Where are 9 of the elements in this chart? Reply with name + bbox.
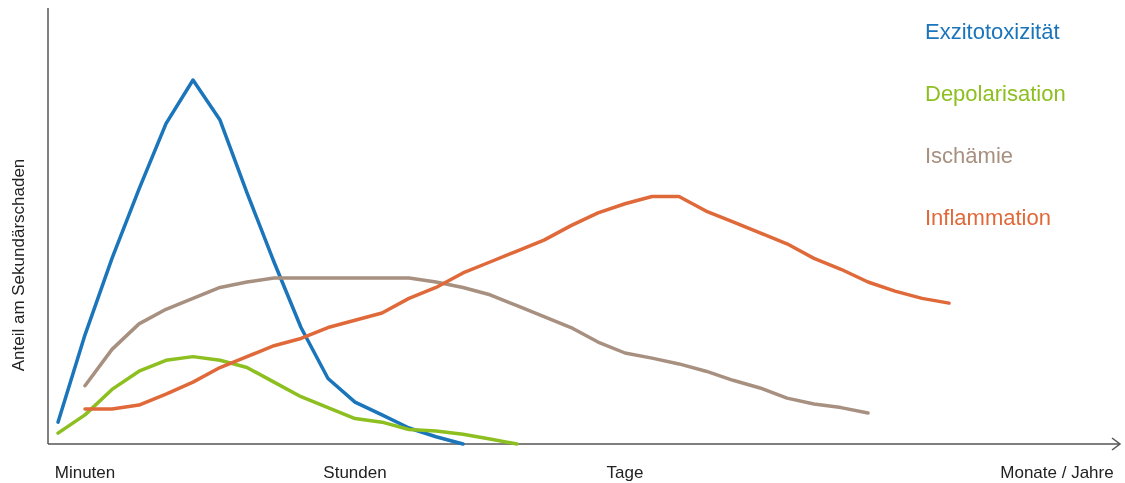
text: Inflammation (925, 205, 1051, 230)
text: Exzitotoxizität (925, 19, 1060, 44)
text: Ischämie (925, 143, 1014, 168)
x-tick-label: Tage (606, 463, 644, 482)
x-tick-label: Minuten (54, 463, 116, 482)
x-tick-label: Stunden (323, 463, 387, 482)
x-tick-label: Monate / Jahre (1000, 463, 1114, 482)
y-axis-title: Anteil am Sekundärschaden (9, 158, 28, 372)
text: Depolarisation (925, 81, 1066, 106)
